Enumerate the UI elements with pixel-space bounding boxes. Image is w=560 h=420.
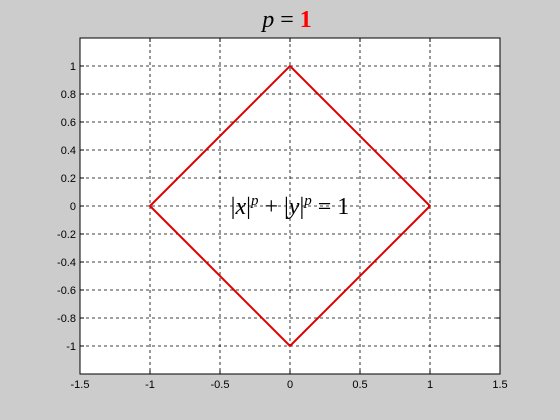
axis-ticks — [79, 38, 501, 374]
x-tick-label: 1.5 — [492, 379, 507, 391]
x-tick-label: 0.5 — [352, 379, 367, 391]
y-tick-label: -0.8 — [57, 313, 76, 325]
y-tick-label: 0.6 — [61, 117, 76, 129]
annot-bar-3: | — [299, 194, 304, 220]
annot-bar-1: | — [231, 194, 236, 220]
x-tick-label: -1.5 — [71, 379, 90, 391]
chart-title: p = 1 — [260, 7, 312, 33]
y-tick-label: 0.8 — [61, 89, 76, 101]
grid-lines — [80, 38, 500, 374]
y-tick-label: 1 — [70, 61, 76, 73]
title-value: 1 — [300, 7, 312, 33]
annot-y: y — [287, 194, 300, 220]
y-tick-label: -1 — [66, 341, 76, 353]
annot-bar-2: | — [246, 194, 251, 220]
equation-annotation: |x|p + |y|p = 1 — [231, 193, 350, 220]
x-tick-label: 0 — [287, 379, 293, 391]
title-variable: p — [260, 7, 274, 33]
x-tick-labels: -1.5 -1 -0.5 0 0.5 1 1.5 — [71, 379, 508, 391]
series-group — [148, 64, 431, 348]
y-tick-label: 0 — [70, 201, 76, 213]
y-tick-labels: -1 -0.8 -0.6 -0.4 -0.2 0 0.2 0.4 0.6 0.8 1 — [57, 61, 76, 353]
annot-x: x — [234, 194, 246, 220]
x-tick-label: -1 — [145, 379, 155, 391]
y-tick-label: -0.2 — [57, 229, 76, 241]
annot-exp-2: p — [303, 193, 312, 209]
x-tick-label: -0.5 — [211, 379, 230, 391]
x-tick-label: 1 — [427, 379, 433, 391]
title-equals: = — [274, 7, 300, 33]
y-tick-label: 0.4 — [61, 145, 76, 157]
annot-equals-one: = 1 — [312, 194, 350, 220]
annot-plus: + | — [258, 194, 288, 220]
annot-exp-1: p — [250, 193, 259, 209]
y-tick-label: -0.4 — [57, 257, 76, 269]
y-tick-label: -0.6 — [57, 285, 76, 297]
y-tick-label: 0.2 — [61, 173, 76, 185]
